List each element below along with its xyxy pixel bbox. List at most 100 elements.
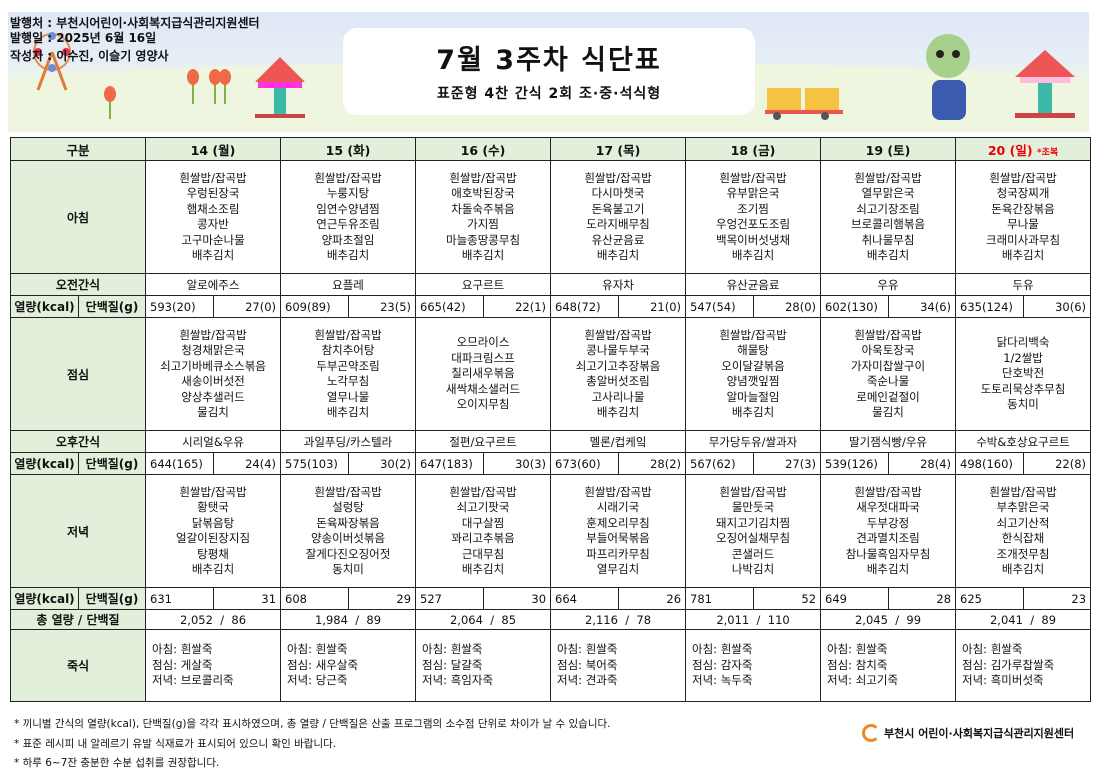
menu-item: 참치추어탕 bbox=[321, 343, 375, 357]
menu-item: 닭볶음탕 bbox=[191, 515, 235, 530]
protein-value: 27(3) bbox=[752, 452, 822, 475]
menu-item: 흰쌀밥/잡곡밥 bbox=[314, 484, 382, 499]
snack-cell: 유산균음료 bbox=[685, 273, 822, 296]
menu-item: 새싹채소샐러드 bbox=[445, 381, 521, 396]
porridge-item: 아침: 흰쌀죽 bbox=[692, 642, 753, 657]
protein-value: 29 bbox=[347, 587, 417, 610]
protein-value: 34(6) bbox=[887, 295, 957, 318]
day-header: 15 (화) bbox=[280, 137, 417, 161]
porridge-item: 저녁: 브로콜리죽 bbox=[152, 673, 234, 688]
protein-value: 52 bbox=[752, 587, 822, 610]
total-cell: 2,041 / 89 bbox=[955, 609, 1092, 630]
menu-item: 애호박된장국 bbox=[451, 186, 515, 200]
breakfast-menu-cell: 흰쌀밥/잡곡밥 유부맑은국 조기찜 우엉건포도조림 백목이버섯냉채 배추김치 bbox=[685, 160, 822, 274]
menu-item: 노각무침 bbox=[326, 374, 370, 388]
kcal-label: 열량(kcal) bbox=[10, 295, 79, 318]
menu-item: 부추맑은국 bbox=[996, 500, 1050, 514]
day-header: 16 (수) bbox=[415, 137, 552, 161]
lunch-label: 점심 bbox=[9, 317, 147, 431]
menu-item: 탕평채 bbox=[197, 546, 229, 561]
menu-item: 닭다리백숙 bbox=[996, 335, 1050, 350]
menu-item: 물만둣국 bbox=[731, 500, 775, 514]
menu-item: 쇠고기바베큐소스볶음 bbox=[160, 358, 266, 373]
menu-item: 흰쌀밥/잡곡밥 bbox=[719, 327, 787, 342]
snack-cell: 요구르트 bbox=[415, 273, 552, 296]
note: * 끼니별 간식의 열량(kcal), 단백질(g)을 각각 표시하였으며, 총… bbox=[14, 718, 611, 730]
protein-value: 28(4) bbox=[887, 452, 957, 475]
lunch-menu-cell: 오므라이스 대파크림스프 칠리새우볶음 새싹채소샐러드 오이지무침 bbox=[415, 317, 552, 431]
protein-value: 31 bbox=[212, 587, 282, 610]
menu-item: 꽈리고추볶음 bbox=[451, 531, 515, 545]
menu-item: 새송이버섯전 bbox=[181, 374, 245, 388]
menu-item: 흰쌀밥/잡곡밥 bbox=[854, 170, 922, 185]
menu-item: 흰쌀밥/잡곡밥 bbox=[314, 327, 382, 342]
menu-item: 우엉건포도조림 bbox=[715, 217, 791, 231]
kcal-value: 498(160) bbox=[955, 452, 1024, 475]
snack-cell: 알로에주스 bbox=[145, 273, 282, 296]
kcal-value: 644(165) bbox=[145, 452, 214, 475]
menu-item: 연근두유조림 bbox=[316, 217, 380, 231]
protein-label: 단백질(g) bbox=[77, 587, 147, 610]
dinner-menu-cell: 흰쌀밥/잡곡밥 부추맑은국 쇠고기산적 한식잡채 조개젓무침 배추김치 bbox=[955, 474, 1092, 588]
snack-cell: 딸기잼식빵/우유 bbox=[820, 430, 957, 453]
kcal-value: 575(103) bbox=[280, 452, 349, 475]
menu-item: 쇠고기장조림 bbox=[856, 201, 920, 216]
menu-item: 흰쌀밥/잡곡밥 bbox=[449, 170, 517, 185]
menu-item: 콘샐러드 bbox=[731, 546, 775, 561]
lunch-menu-cell: 흰쌀밥/잡곡밥 콩나물두부국 쇠고기고추장볶음 총알버섯조림 고사리나물 배추김치 bbox=[550, 317, 687, 431]
ferris-wheel-icon bbox=[33, 32, 71, 91]
dinner-menu-cell: 흰쌀밥/잡곡밥 물만둣국 돼지고기김치찜 오징어실채무침 콘샐러드 나박김치 bbox=[685, 474, 822, 588]
total-cell: 2,064 / 85 bbox=[415, 609, 552, 630]
breakfast-menu-cell: 흰쌀밥/잡곡밥 애호박된장국 차돌숙주볶음 가지찜 마늘종땅콩무침 배추김치 bbox=[415, 160, 552, 274]
protein-value: 27(0) bbox=[212, 295, 282, 318]
menu-item: 배추김치 bbox=[461, 248, 505, 262]
menu-item: 얼갈이된장지짐 bbox=[175, 531, 251, 545]
menu-item: 물김치 bbox=[872, 405, 904, 419]
menu-item: 돈육짜장볶음 bbox=[316, 515, 380, 530]
menu-item: 흰쌀밥/잡곡밥 bbox=[179, 170, 247, 185]
dinner-menu-cell: 흰쌀밥/잡곡밥 시래기국 훈제오리무침 부들어묵볶음 파프리카무침 열무김치 bbox=[550, 474, 687, 588]
menu-item: 배추김치 bbox=[1001, 248, 1045, 262]
menu-item: 해물탕 bbox=[737, 343, 769, 357]
porridge-item: 점심: 게살죽 bbox=[152, 657, 213, 672]
dinner-menu-cell: 흰쌀밥/잡곡밥 새우젓대파국 두부강정 견과멸치조림 참나물흑임자무침 배추김치 bbox=[820, 474, 957, 588]
menu-item: 청국장찌개 bbox=[996, 186, 1050, 200]
porridge-cell: 아침: 흰쌀죽 점심: 게살죽 저녁: 브로콜리죽 bbox=[145, 629, 282, 702]
snack-cell: 시리얼&우유 bbox=[145, 430, 282, 453]
menu-item: 잘게다진오징어젓 bbox=[305, 546, 391, 561]
menu-item: 임연수양념찜 bbox=[316, 201, 380, 216]
porridge-cell: 아침: 흰쌀죽 점심: 김가루찹쌀죽 저녁: 흑미버섯죽 bbox=[955, 629, 1092, 702]
porridge-item: 저녁: 흑미버섯죽 bbox=[962, 673, 1044, 688]
kcal-value: 673(60) bbox=[550, 452, 619, 475]
menu-item: 오이달걀볶음 bbox=[721, 358, 785, 373]
menu-item: 참나물흑임자무침 bbox=[845, 546, 931, 561]
menu-item: 고사리나물 bbox=[591, 389, 645, 404]
day-label: 20 (일) bbox=[987, 142, 1033, 158]
menu-item: 나박김치 bbox=[731, 562, 775, 576]
lunch-menu-cell: 흰쌀밥/잡곡밥 청경채맑은국 쇠고기바베큐소스볶음 새송이버섯전 양상추샐러드 물김치 bbox=[145, 317, 282, 431]
menu-item: 오므라이스 bbox=[456, 335, 510, 350]
menu-item: 쇠고기팟국 bbox=[456, 500, 510, 514]
menu-item: 한식잡채 bbox=[1001, 531, 1045, 545]
kcal-value: 665(42) bbox=[415, 295, 484, 318]
snack-cell: 두유 bbox=[955, 273, 1092, 296]
menu-item: 도라지배무침 bbox=[586, 217, 650, 231]
protein-label: 단백질(g) bbox=[77, 295, 147, 318]
porridge-item: 점심: 참치죽 bbox=[827, 657, 888, 672]
menu-item: 취나물무침 bbox=[861, 232, 915, 247]
menu-item: 배추김치 bbox=[1001, 562, 1045, 576]
menu-item: 배추김치 bbox=[596, 248, 640, 262]
porridge-item: 아침: 흰쌀죽 bbox=[287, 642, 348, 657]
porridge-label: 죽식 bbox=[9, 629, 147, 702]
protein-value: 22(8) bbox=[1022, 452, 1092, 475]
menu-item: 흰쌀밥/잡곡밥 bbox=[989, 484, 1057, 499]
menu-item: 오이지무침 bbox=[456, 397, 510, 412]
protein-value: 28 bbox=[887, 587, 957, 610]
menu-item: 대구살찜 bbox=[461, 515, 505, 530]
snack-cell: 우유 bbox=[820, 273, 957, 296]
menu-item: 고구마순나물 bbox=[181, 232, 245, 247]
train-icon bbox=[765, 88, 843, 120]
dinner-menu-cell: 흰쌀밥/잡곡밥 설렁탕 돈육짜장볶음 양송이버섯볶음 잘게다진오징어젓 동치미 bbox=[280, 474, 417, 588]
menu-item: 배추김치 bbox=[866, 562, 910, 576]
kcal-value: 648(72) bbox=[550, 295, 619, 318]
